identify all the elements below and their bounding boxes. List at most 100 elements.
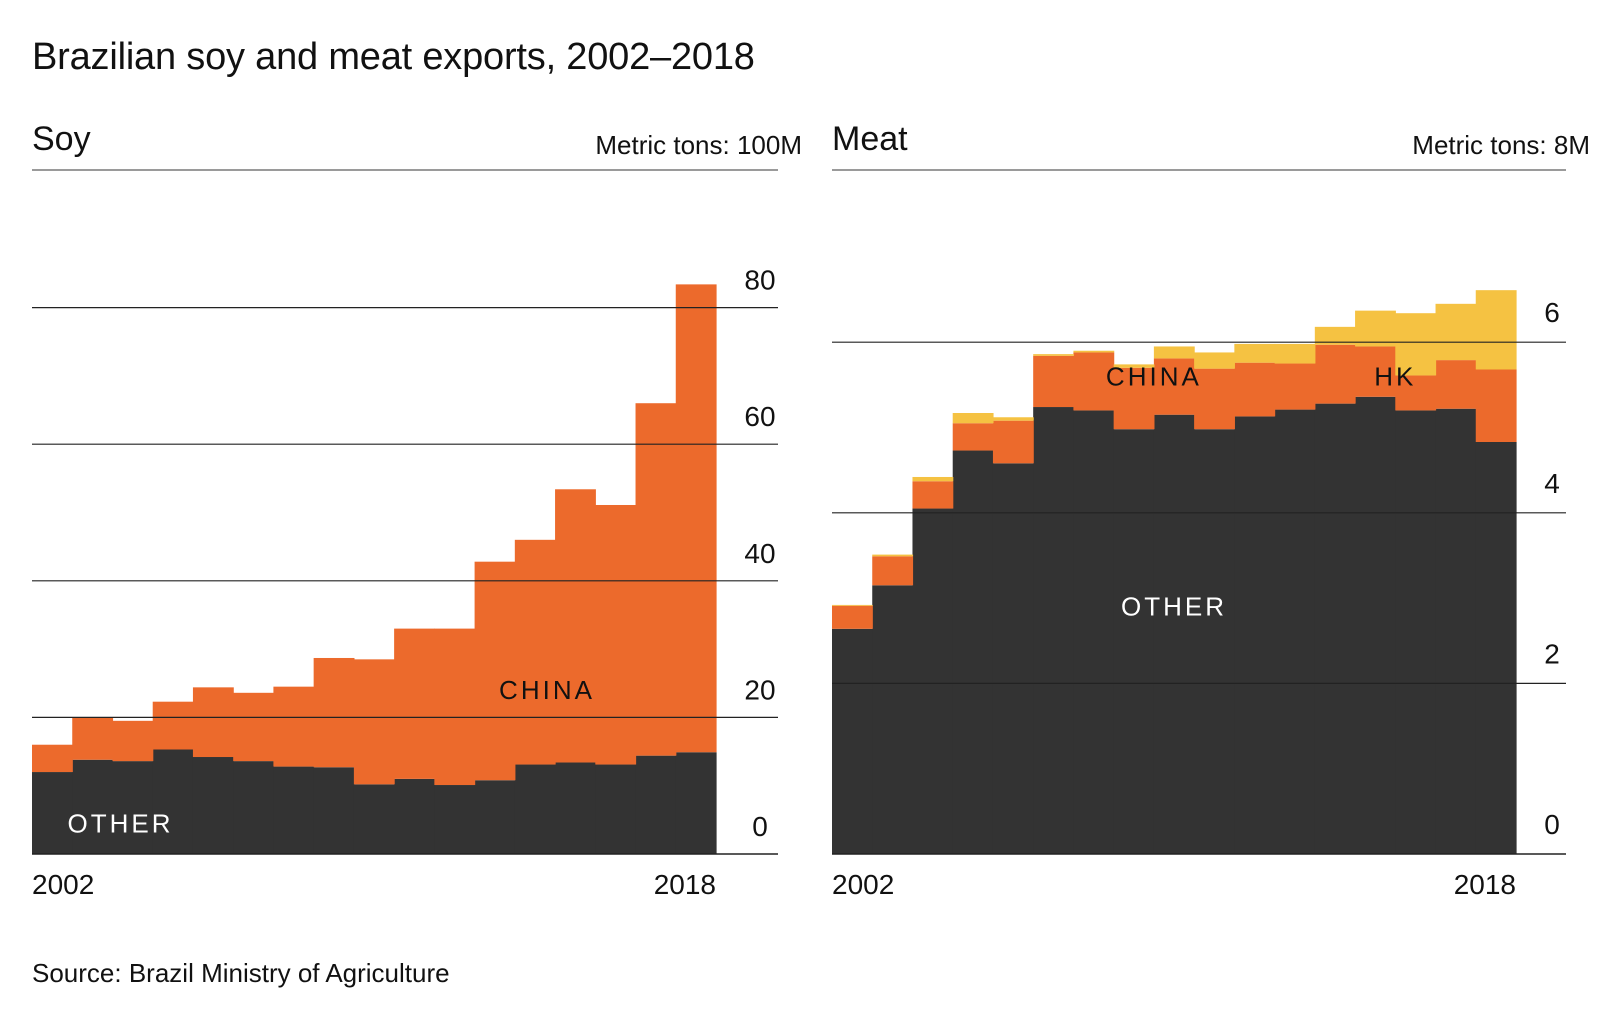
meat-china-bar-2011	[1194, 368, 1235, 430]
soy-other-bar-2002	[32, 772, 73, 854]
soy-other-bar-2010	[353, 784, 395, 854]
soy-other-bar-2017	[635, 755, 677, 854]
meat-other-bar-2010	[1153, 414, 1195, 854]
meat-other-bar-2011	[1194, 429, 1235, 854]
soy-china-bar-2008	[273, 686, 315, 767]
meat-other-bar-2012	[1234, 416, 1276, 854]
meat-china-bar-2007	[1033, 355, 1075, 408]
soy-other-bar-2003	[72, 759, 114, 854]
meat-y-tick-label: 2	[1544, 638, 1560, 669]
meat-y-tick-label: 6	[1544, 297, 1560, 328]
soy-other-bar-2015	[555, 762, 596, 854]
meat-other-bar-2013	[1274, 409, 1316, 854]
meat-china-bar-2008	[1073, 352, 1115, 411]
soy-y-tick-label: 20	[744, 674, 775, 705]
chart-title: Brazilian soy and meat exports, 2002–201…	[32, 36, 755, 78]
meat-hk-bar-2012	[1234, 343, 1276, 363]
meat-other-bar-2014	[1314, 403, 1356, 854]
meat-other-bar-2005	[952, 450, 994, 854]
meat-china-bar-2013	[1274, 363, 1316, 410]
meat-other-bar-2007	[1033, 407, 1075, 854]
soy-china-bar-2009	[313, 657, 355, 768]
meat-hk-bar-2010	[1153, 346, 1195, 359]
soy-china-bar-2013	[474, 561, 516, 781]
meat-hk-bar-2004	[912, 476, 954, 482]
meat-other-bar-2009	[1113, 429, 1155, 854]
soy-other-bar-2008	[273, 766, 315, 854]
soy-china-bar-2004	[112, 720, 154, 762]
soy-other-bar-2012	[434, 785, 476, 854]
soy-unit-label: Metric tons: 100M	[595, 130, 802, 160]
soy-panel-title: Soy	[32, 120, 91, 158]
soy-china-bar-2010	[353, 659, 395, 785]
meat-hk-bar-2011	[1194, 352, 1235, 369]
soy-china-bar-2011	[394, 628, 435, 779]
source-note: Source: Brazil Ministry of Agriculture	[32, 958, 450, 988]
meat-hk-bar-2009	[1113, 364, 1155, 368]
soy-other-bar-2006	[192, 757, 234, 854]
soy-x-tick-label: 2018	[654, 869, 716, 900]
soy-y-tick-label: 0	[752, 811, 768, 842]
soy-china-bar-2002	[32, 744, 73, 773]
soy-other-bar-2009	[313, 767, 355, 854]
meat-china-bar-2009	[1113, 367, 1155, 430]
meat-hk-bar-2003	[872, 554, 914, 557]
soy-china-bar-2015	[555, 489, 596, 763]
meat-china-bar-2006	[992, 420, 1034, 464]
soy-china-bar-2007	[233, 692, 275, 762]
soy-y-tick-label: 80	[744, 265, 775, 296]
meat-hk-bar-2015	[1355, 310, 1396, 347]
meat-unit-label: Metric tons: 8M	[1412, 130, 1590, 160]
soy-china-bar-2018	[675, 284, 717, 753]
meat-hk-bar-2014	[1314, 326, 1356, 345]
soy-series-label-china: CHINA	[499, 675, 595, 705]
meat-china-bar-2003	[872, 556, 914, 586]
soy-china-bar-2017	[635, 403, 677, 756]
soy-china-bar-2005	[152, 701, 194, 750]
soy-china-bar-2014	[514, 539, 556, 765]
soy-other-bar-2016	[595, 764, 637, 854]
soy-y-tick-label: 60	[744, 401, 775, 432]
soy-series-label-other: OTHER	[68, 808, 174, 838]
meat-series-label-china: CHINA	[1106, 361, 1202, 391]
meat-china-bar-2012	[1234, 362, 1276, 417]
meat-china-bar-2016	[1395, 375, 1437, 411]
meat-china-bar-2005	[952, 423, 994, 451]
soy-china-bar-2012	[434, 628, 476, 786]
meat-china-bar-2004	[912, 481, 954, 509]
meat-hk-bar-2005	[952, 413, 994, 424]
meat-other-bar-2018	[1475, 442, 1517, 854]
meat-other-bar-2002	[832, 628, 873, 854]
soy-other-bar-2014	[514, 764, 556, 854]
soy-y-tick-label: 40	[744, 538, 775, 569]
meat-y-tick-label: 0	[1544, 809, 1560, 840]
meat-hk-bar-2006	[992, 417, 1034, 421]
meat-other-bar-2004	[912, 508, 954, 854]
meat-series-label-other: OTHER	[1121, 592, 1227, 622]
meat-china-bar-2015	[1355, 346, 1396, 397]
meat-other-bar-2015	[1355, 396, 1396, 854]
soy-other-bar-2004	[112, 761, 154, 854]
meat-hk-bar-2007	[1033, 354, 1075, 356]
meat-china-bar-2018	[1475, 369, 1517, 442]
meat-hk-bar-2008	[1073, 350, 1115, 353]
meat-hk-bar-2016	[1395, 313, 1437, 376]
meat-x-tick-label: 2002	[832, 869, 894, 900]
soy-other-bar-2013	[474, 780, 516, 854]
soy-china-bar-2003	[72, 717, 114, 760]
soy-china-bar-2016	[595, 504, 637, 765]
meat-other-bar-2006	[992, 463, 1034, 854]
meat-series-label-hk: HK	[1374, 361, 1416, 391]
soy-other-bar-2005	[152, 749, 194, 854]
meat-china-bar-2017	[1435, 360, 1477, 409]
meat-hk-bar-2002	[832, 604, 873, 606]
meat-hk-bar-2017	[1435, 303, 1477, 361]
soy-other-bar-2007	[233, 761, 275, 854]
meat-china-bar-2010	[1153, 358, 1195, 415]
meat-other-bar-2017	[1435, 408, 1477, 854]
soy-china-bar-2006	[192, 687, 234, 758]
soy-other-bar-2011	[394, 778, 435, 854]
meat-x-tick-label: 2018	[1454, 869, 1516, 900]
meat-hk-bar-2013	[1274, 343, 1316, 364]
